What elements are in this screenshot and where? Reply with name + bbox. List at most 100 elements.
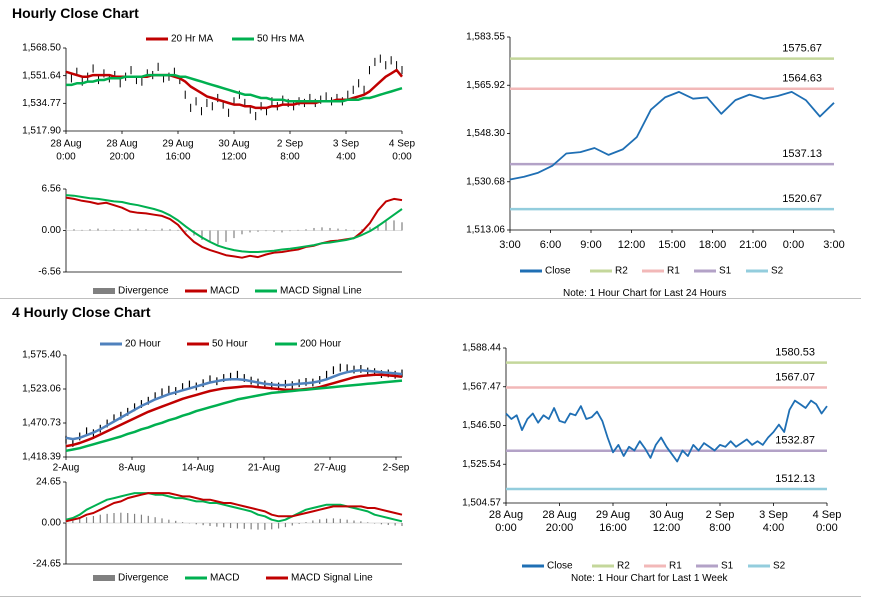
hourly-price-xtick-label: 4 Sep [389, 139, 416, 150]
hourly-pivot-r2-value: 1575.67 [782, 42, 822, 54]
four-hourly-pivot-close-line [505, 399, 828, 463]
hourly-50hr-ma-line [66, 73, 403, 103]
four-hourly-pivot-xtick-label: 20:00 [546, 522, 574, 534]
four-hourly-price-xtick-label: 14-Aug [182, 463, 214, 474]
hourly-pivot-ytick-label: 1,530.68 [466, 176, 505, 187]
four-hourly-macd-legend-macd-label: MACD [210, 573, 239, 584]
hourly-pivot-xtick-label: 6:00 [540, 239, 561, 251]
hourly-pivot-xtick-label: 0:00 [783, 239, 804, 251]
hourly-pivot-xtick-label: 18:00 [699, 239, 727, 251]
hourly-legend-20hr-label: 20 Hr MA [171, 34, 214, 45]
hourly-pivot-legend-r1-label: R1 [667, 266, 680, 277]
four-hourly-pivot-ytick-label: 1,567.47 [462, 381, 501, 392]
hourly-pivot-ytick-label: 1,548.30 [466, 128, 505, 139]
four-hourly-pivot-xtick-label: 0:00 [816, 522, 837, 534]
hourly-pivot-s1-value: 1537.13 [782, 148, 822, 160]
four-hourly-price-xtick-label: 8-Aug [119, 463, 146, 474]
hourly-macd-ytick-label: -6.56 [38, 267, 61, 278]
four-hourly-section-title: 4 Hourly Close Chart [12, 304, 151, 320]
hourly-pivot-legend-s1-label: S1 [719, 266, 732, 277]
hourly-macd-signal-line [65, 194, 403, 253]
hourly-pivot-ytick-label: 1,583.55 [466, 32, 505, 43]
hourly-price-xtick-label: 0:00 [56, 152, 76, 163]
hourly-price-xtick-label: 28 Aug [50, 139, 81, 150]
four-hourly-pivot-ytick-label: 1,525.54 [462, 459, 501, 470]
four-hourly-macd-legend-signal-label: MACD Signal Line [291, 573, 373, 584]
hourly-price-xtick-label: 2 Sep [277, 139, 304, 150]
four-hourly-pivot-note: Note: 1 Hour Chart for Last 1 Week [571, 573, 728, 584]
four-hourly-pivot-s2-value: 1512.13 [775, 473, 815, 485]
hourly-pivot-legend-s2-label: S2 [771, 266, 784, 277]
four-hourly-price-xtick-label: 2-Sep [383, 463, 410, 474]
hourly-pivot-r1-value: 1564.63 [782, 73, 822, 85]
section-divider [0, 298, 861, 299]
four-hourly-pivot-xtick-label: 4 Sep [813, 509, 842, 521]
four-hourly-price-xtick-label: 27-Aug [314, 463, 346, 474]
hourly-pivot-xtick-label: 15:00 [658, 239, 686, 251]
hourly-pivot-xtick-label: 3:00 [823, 239, 844, 251]
four-hourly-pivot-xtick-label: 30 Aug [649, 509, 683, 521]
four-hourly-pivot-legend-r1-label: R1 [669, 561, 682, 572]
four-hourly-20hour-line [65, 368, 403, 441]
four-hourly-legend-50hour-label: 50 Hour [212, 339, 248, 350]
hourly-pivot-xtick-label: 12:00 [618, 239, 646, 251]
hourly-pivot-legend-close-label: Close [545, 266, 571, 277]
four-hourly-pivot-legend-s1-label: S1 [721, 561, 734, 572]
hourly-price-xtick-label: 16:00 [165, 152, 190, 163]
four-hourly-pivot-xtick-label: 28 Aug [542, 509, 576, 521]
hourly-macd-ytick-label: 0.00 [42, 225, 62, 236]
hourly-macd-legend-divergence-swatch [93, 288, 115, 294]
four-hourly-pivot-ytick-label: 1,504.57 [462, 498, 501, 509]
four-hourly-price-ytick-label: 1,470.73 [22, 418, 61, 429]
hourly-pivot-xtick-label: 3:00 [499, 239, 520, 251]
four-hourly-pivot-ytick-label: 1,546.50 [462, 420, 501, 431]
hourly-price-xtick-label: 3 Sep [333, 139, 360, 150]
hourly-price-xtick-label: 28 Aug [106, 139, 137, 150]
hourly-legend-50hr-label: 50 Hrs MA [257, 34, 305, 45]
hourly-price-xtick-label: 30 Aug [218, 139, 249, 150]
hourly-macd-legend-macd-label: MACD [210, 286, 239, 297]
hourly-pivot-close-line [509, 91, 835, 181]
four-hourly-price-ytick-label: 1,523.06 [22, 384, 61, 395]
hourly-pivot-ytick-label: 1,513.06 [466, 225, 505, 236]
four-hourly-pivot-xtick-label: 8:00 [709, 522, 730, 534]
four-hourly-pivot-legend-r2-label: R2 [617, 561, 630, 572]
four-hourly-macd-ytick-label: -24.65 [33, 559, 62, 570]
four-hourly-50hour-line [65, 373, 403, 448]
four-hourly-pivot-xtick-label: 3 Sep [759, 509, 788, 521]
hourly-price-ytick-label: 1,551.64 [22, 70, 61, 81]
hourly-pivot-legend-r2-label: R2 [615, 266, 628, 277]
bottom-divider [0, 596, 861, 597]
four-hourly-price-xtick-label: 2-Aug [53, 463, 80, 474]
hourly-macd-legend-signal-label: MACD Signal Line [280, 286, 362, 297]
four-hourly-pivot-xtick-label: 29 Aug [596, 509, 630, 521]
hourly-price-xtick-label: 29 Aug [162, 139, 193, 150]
hourly-pivot-ytick-label: 1,565.92 [466, 80, 505, 91]
four-hourly-pivot-xtick-label: 28 Aug [489, 509, 523, 521]
hourly-price-xtick-label: 20:00 [109, 152, 134, 163]
hourly-price-xtick-label: 12:00 [221, 152, 246, 163]
four-hourly-pivot-s1-value: 1532.87 [775, 435, 815, 447]
four-hourly-pivot-legend-s2-label: S2 [773, 561, 786, 572]
four-hourly-price-xtick-label: 21-Aug [248, 463, 280, 474]
four-hourly-macd-legend-divergence-swatch [93, 575, 115, 581]
hourly-price-ytick-label: 1,568.50 [22, 43, 61, 54]
hourly-pivot-xtick-label: 9:00 [580, 239, 601, 251]
four-hourly-price-ytick-label: 1,418.39 [22, 452, 61, 463]
four-hourly-macd-signal-line [65, 492, 403, 523]
four-hourly-pivot-ytick-label: 1,588.44 [462, 343, 501, 354]
four-hourly-macd-ytick-label: 0.00 [42, 518, 62, 529]
four-hourly-pivot-xtick-label: 0:00 [495, 522, 516, 534]
hourly-price-xtick-label: 4:00 [336, 152, 356, 163]
four-hourly-pivot-r1-value: 1567.07 [775, 371, 815, 383]
hourly-pivot-s2-value: 1520.67 [782, 193, 822, 205]
hourly-pivot-xtick-label: 21:00 [739, 239, 767, 251]
hourly-macd-line [65, 196, 403, 259]
four-hourly-pivot-xtick-label: 12:00 [653, 522, 681, 534]
four-hourly-macd-ytick-label: 24.65 [36, 477, 61, 488]
four-hourly-macd-legend-divergence-label: Divergence [118, 573, 169, 584]
four-hourly-pivot-xtick-label: 16:00 [599, 522, 627, 534]
hourly-macd-legend-divergence-label: Divergence [118, 286, 169, 297]
hourly-price-ytick-label: 1,534.77 [22, 98, 61, 109]
